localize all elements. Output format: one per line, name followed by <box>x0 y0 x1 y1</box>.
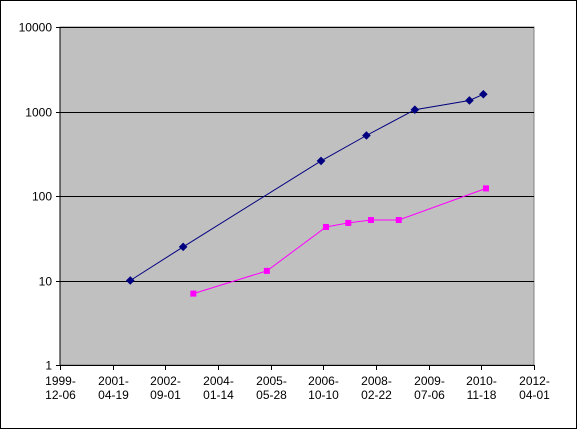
x-tick-label: 2008-02-22 <box>361 374 392 402</box>
data-point-square <box>263 267 270 274</box>
data-point-diamond <box>410 105 420 115</box>
series-1 <box>125 89 488 285</box>
x-tick-label: 2012-04-01 <box>519 374 550 402</box>
series-2 <box>190 185 489 297</box>
y-tick-label: 1 <box>45 359 52 373</box>
x-tick-label: 2006-10-10 <box>308 374 339 402</box>
data-point-diamond <box>125 276 135 285</box>
y-tick-label: 1000 <box>25 106 52 120</box>
y-tick-label: 100 <box>32 190 52 204</box>
x-tick-label: 2004-01-14 <box>203 374 234 402</box>
data-point-diamond <box>479 89 488 99</box>
x-tick-label: 2001-04-19 <box>98 374 129 402</box>
data-point-square <box>322 223 329 230</box>
x-tick-label: 1999-12-06 <box>45 374 76 402</box>
x-tick-label: 2010-11-18 <box>466 374 497 402</box>
gridlines <box>60 27 534 282</box>
x-tick-label: 2002-09-01 <box>150 374 181 402</box>
data-point-diamond <box>316 156 326 166</box>
y-tick-label: 10000 <box>19 21 53 35</box>
data-point-square <box>190 290 197 297</box>
x-tick-label: 2005-05-28 <box>256 374 287 402</box>
series-layer <box>125 89 489 297</box>
data-point-diamond <box>362 131 371 140</box>
data-point-diamond <box>465 96 474 105</box>
data-point-square <box>345 219 352 226</box>
y-tick-label: 10 <box>39 275 53 289</box>
y-axis: 1 10 100 1000 10000 <box>19 21 61 373</box>
data-point-square <box>367 216 374 223</box>
data-point-diamond <box>178 242 188 252</box>
data-point-square <box>395 216 402 223</box>
x-axis: 1999-12-06 2001-04-19 2002-09-01 2004-01-14… <box>45 365 550 402</box>
x-tick-label: 2009-07-06 <box>414 374 445 402</box>
data-point-square <box>482 185 489 192</box>
